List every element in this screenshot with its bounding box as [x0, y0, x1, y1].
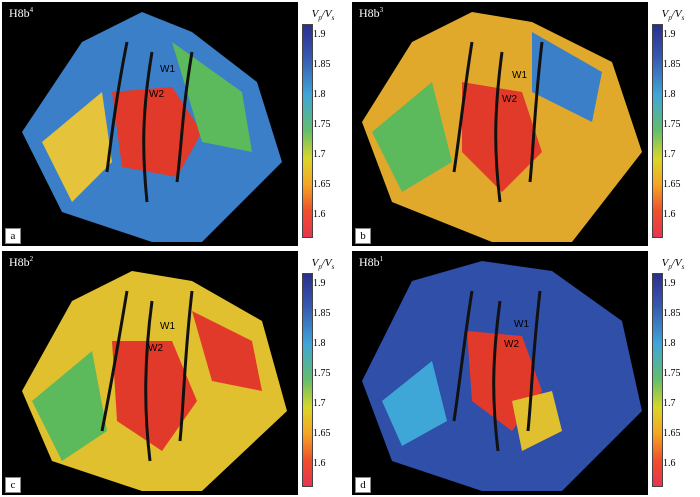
tick-label: 1.75: [663, 368, 681, 379]
tick-label: 1.9: [313, 29, 326, 40]
red-zone: [462, 82, 542, 192]
well-w2-label: W2: [504, 339, 519, 350]
blue-zone: [532, 32, 602, 122]
layer-label: H8b4: [9, 6, 34, 20]
tick-label: 1.8: [313, 338, 326, 349]
fault-line: [494, 51, 504, 203]
tick-label: 1.9: [663, 278, 676, 289]
tick-label: 1.85: [313, 308, 331, 319]
well-w2-label: W2: [149, 89, 164, 100]
well-w2-label: W2: [148, 343, 163, 354]
red-zone: [112, 341, 197, 451]
red-zone: [192, 311, 262, 391]
tick-label: 1.7: [313, 398, 326, 409]
velocity-ratio-map: [22, 12, 282, 242]
tick-label: 1.6: [313, 209, 326, 220]
tick-label: 1.6: [313, 458, 326, 469]
tick-label: 1.7: [663, 149, 676, 160]
cyan-zone: [382, 361, 447, 446]
layer-label: H8b2: [9, 255, 34, 269]
tick-label: 1.6: [663, 458, 676, 469]
tick-label: 1.65: [663, 179, 681, 190]
tick-label: 1.6: [663, 209, 676, 220]
fault-line: [452, 290, 474, 422]
fault-line: [452, 41, 474, 173]
tick-label: 1.8: [313, 89, 326, 100]
velocity-ratio-map: [362, 12, 642, 242]
well-w2-label: W2: [502, 94, 517, 105]
tick-label: 1.75: [313, 368, 331, 379]
green-zone: [172, 42, 252, 152]
panel-d: H8b1 W1 W2 d Vp/Vs 1.9 1.85 1.8 1.75 1.7…: [352, 251, 698, 495]
colorbar: [302, 273, 313, 487]
tick-label: 1.9: [313, 278, 326, 289]
legend: Vp/Vs 1.9 1.85 1.8 1.75 1.7 1.65 1.6: [648, 251, 698, 495]
legend-title: Vp/Vs: [661, 257, 685, 272]
fault-line: [100, 290, 129, 432]
tick-label: 1.85: [663, 308, 681, 319]
panel-letter: b: [355, 228, 371, 244]
panel-a: H8b4 W1 W2 a Vp/Vs 1.9 1.85 1.8 1.75 1.7…: [2, 2, 348, 246]
fault-line: [105, 41, 129, 173]
tick-label: 1.65: [313, 428, 331, 439]
well-w1-label: W1: [512, 70, 527, 81]
legend: Vp/Vs 1.9 1.85 1.8 1.75 1.7 1.65 1.6: [298, 2, 348, 246]
tick-label: 1.65: [663, 428, 681, 439]
legend-title: Vp/Vs: [661, 8, 685, 23]
green-zone: [32, 351, 107, 461]
panel-c: H8b2 W1 W2 c Vp/Vs 1.9 1.85 1.8 1.75 1.7…: [2, 251, 348, 495]
panel-letter: d: [355, 477, 371, 493]
panel-letter: c: [5, 477, 21, 493]
fault-line: [528, 41, 544, 183]
panel-b: H8b3 W1 W2 b Vp/Vs 1.9 1.85 1.8 1.75 1.7…: [352, 2, 698, 246]
legend: Vp/Vs 1.9 1.85 1.8 1.75 1.7 1.65 1.6: [298, 251, 348, 495]
tick-label: 1.65: [313, 179, 331, 190]
well-w1-label: W1: [514, 319, 529, 330]
layer-label: H8b1: [359, 255, 384, 269]
well-w1-label: W1: [160, 321, 175, 332]
legend: Vp/Vs 1.9 1.85 1.8 1.75 1.7 1.65 1.6: [648, 2, 698, 246]
layer-label: H8b3: [359, 6, 384, 20]
fault-line: [526, 290, 542, 432]
tick-label: 1.8: [663, 89, 676, 100]
tick-label: 1.8: [663, 338, 676, 349]
fault-line: [178, 290, 194, 442]
fault-line: [144, 300, 154, 462]
legend-title: Vp/Vs: [311, 8, 335, 23]
well-w1-label: W1: [160, 64, 175, 75]
legend-title: Vp/Vs: [311, 257, 335, 272]
yellow-zone: [512, 391, 562, 451]
colorbar: [652, 273, 663, 487]
tick-label: 1.75: [313, 119, 331, 130]
panel-letter: a: [5, 228, 21, 244]
yellow-zone: [42, 92, 112, 202]
fault-line: [492, 300, 502, 452]
colorbar: [652, 24, 663, 238]
fault-line: [175, 51, 194, 183]
tick-label: 1.9: [663, 29, 676, 40]
velocity-ratio-map: [362, 261, 642, 491]
colorbar: [302, 24, 313, 238]
fault-line: [142, 51, 154, 203]
tick-label: 1.7: [313, 149, 326, 160]
tick-label: 1.85: [663, 59, 681, 70]
tick-label: 1.85: [313, 59, 331, 70]
tick-label: 1.7: [663, 398, 676, 409]
velocity-ratio-map: [22, 271, 287, 491]
tick-label: 1.75: [663, 119, 681, 130]
green-zone: [372, 82, 452, 192]
